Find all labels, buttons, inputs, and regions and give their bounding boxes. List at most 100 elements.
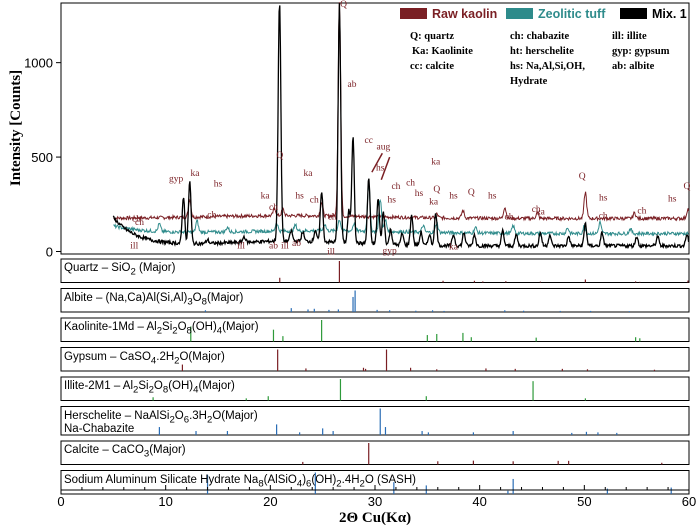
peak-label: hs (415, 189, 424, 199)
peak-label: ka (304, 169, 314, 179)
legend-swatch-raw-kaolin (400, 8, 427, 19)
key-calcite: cc: calcite (410, 61, 454, 72)
peak-label: hs (295, 192, 304, 202)
series-zeolitic-tuff (113, 185, 690, 237)
peak-label: ka (190, 169, 200, 179)
key-illite: ill: illite (612, 31, 647, 42)
x-tick-label: 30 (368, 494, 382, 509)
aug-arrow (380, 156, 391, 180)
peak-label: aug (377, 143, 391, 153)
key-sash: hs: Na,Al,Si,OH, (510, 61, 585, 72)
legend-label-raw-kaolin: Raw kaolin (432, 7, 497, 21)
reference-label-box: Herschelite – NaAlSi2O6.3H2O(Major) (64, 409, 258, 425)
y-ticks: 0 500 1000 (24, 56, 61, 260)
series-layer (112, 2, 690, 250)
series-raw-kaolin (113, 2, 690, 222)
peak-label: ch (328, 212, 337, 222)
x-tick-label: 0 (57, 494, 64, 509)
x-axis-title: 2Θ Cu(Kα) (339, 510, 411, 526)
peak-label: ill (327, 247, 335, 257)
peak-label: ch (532, 205, 541, 215)
peak-label: hs (449, 192, 458, 202)
reference-label: Albite – (Na,Ca)Al(Si,Al)3O8(Major) (64, 291, 244, 307)
peak-label: hs (488, 192, 497, 202)
peak-label: ch (599, 211, 608, 221)
x-ticks: 0 10 20 30 40 50 60 (57, 485, 696, 509)
peak-label: ka (536, 208, 546, 218)
reference-panel (60, 288, 690, 313)
reference-panel (60, 406, 690, 436)
reference-label: Gypsum – CaSO4.2H2O(Major) (64, 350, 225, 366)
peak-label: ch (132, 214, 141, 224)
peak-label: ch (391, 182, 400, 192)
reference-label: Kaolinite-1Md – Al2Si2O8(OH)4(Major) (64, 321, 259, 337)
peak-label: ab (269, 242, 278, 252)
y-axis-title: Intensity [Counts] (8, 70, 24, 186)
reference-label: Herschelite – NaAlSi2O6.3H2O(Major) (64, 409, 258, 425)
peak-label: cc (365, 136, 373, 146)
peak-label: gyp (169, 175, 184, 185)
peak-label: hs (599, 194, 608, 204)
reference-panel (60, 317, 690, 342)
x-tick-label: 60 (682, 494, 696, 509)
x-tick-label: 50 (577, 494, 591, 509)
peak-label: ill (237, 242, 245, 252)
peak-label: Q (433, 185, 440, 195)
reference-label-box: Illite-2M1 – Al2Si2O8(OH)4(Major) (64, 380, 235, 395)
peak-label: Q (340, 0, 347, 10)
key-kaolinite: Ka: Kaolinite (412, 46, 473, 57)
reference-panel (60, 440, 690, 465)
reference-panel (60, 347, 690, 372)
peak-label: Q (276, 151, 283, 161)
reference-label: Sodium Aluminum Silicate Hydrate Na8(AlS… (64, 473, 416, 489)
na-chabazite-label: Na-Chabazite (64, 423, 134, 435)
peak-label: hs (388, 195, 397, 205)
reference-label-box: Sodium Aluminum Silicate Hydrate Na8(AlS… (64, 473, 416, 489)
y-tick-label: 500 (31, 150, 53, 165)
reference-panel (60, 376, 690, 401)
y-tick-label: 1000 (24, 56, 53, 71)
key-herschelite: ht: herschelite (510, 46, 574, 57)
reference-label-box: Gypsum – CaSO4.2H2O(Major) (64, 350, 225, 366)
peak-label: hs (376, 163, 385, 173)
aug-arrow (371, 152, 383, 173)
reference-panel (60, 470, 690, 495)
key-albite: ab: albite (612, 61, 655, 72)
peak-label: ch (269, 203, 278, 213)
key-chabazite: ch: chabazite (510, 31, 570, 42)
peak-label: ab (347, 80, 356, 90)
peak-label: ka (449, 243, 459, 253)
peak-label: ill (281, 242, 289, 252)
peak-label: ka (431, 158, 441, 168)
legend-label-zeolitic-tuff: Zeolitic tuff (538, 7, 606, 21)
reference-patterns: Quartz – SiO2 (Major) Albite – (Na,Ca)Al(… (60, 258, 690, 495)
reference-label-box: Quartz – SiO2 (Major) (64, 262, 176, 278)
reference-label-box: Kaolinite-1Md – Al2Si2O8(OH)4(Major) (64, 321, 259, 337)
reference-label: Quartz – SiO2 (Major) (64, 262, 176, 278)
peak-label: ch (637, 207, 646, 217)
reference-label: Calcite – CaCO3(Major) (64, 444, 186, 460)
key-hydrate: Hydrate (510, 76, 548, 87)
peak-label: hs (668, 194, 677, 204)
x-tick-label: 40 (472, 494, 486, 509)
x-tick-label: 20 (263, 494, 277, 509)
peak-label: ch (406, 178, 415, 188)
key-gypsum: gyp: gypsum (612, 46, 670, 57)
peak-label: Q (468, 188, 475, 198)
peak-label: ch (310, 195, 319, 205)
peak-label: ill (130, 242, 138, 252)
peak-label: hs (214, 179, 223, 189)
reference-label-box: Calcite – CaCO3(Major) (64, 444, 186, 460)
x-tick-label: 10 (158, 494, 172, 509)
peak-label: ka (261, 192, 271, 202)
reference-panel (60, 258, 690, 283)
peak-label: ab (292, 239, 301, 249)
y-tick-label: 0 (46, 245, 53, 260)
peak-label: ch (504, 212, 513, 222)
peak-label: ka (429, 197, 439, 207)
peak-label: gyp (383, 246, 398, 256)
peak-label: Q (683, 182, 690, 192)
reference-label-box: Albite – (Na,Ca)Al(Si,Al)3O8(Major) (64, 291, 244, 307)
series-mix-1 (112, 3, 690, 250)
